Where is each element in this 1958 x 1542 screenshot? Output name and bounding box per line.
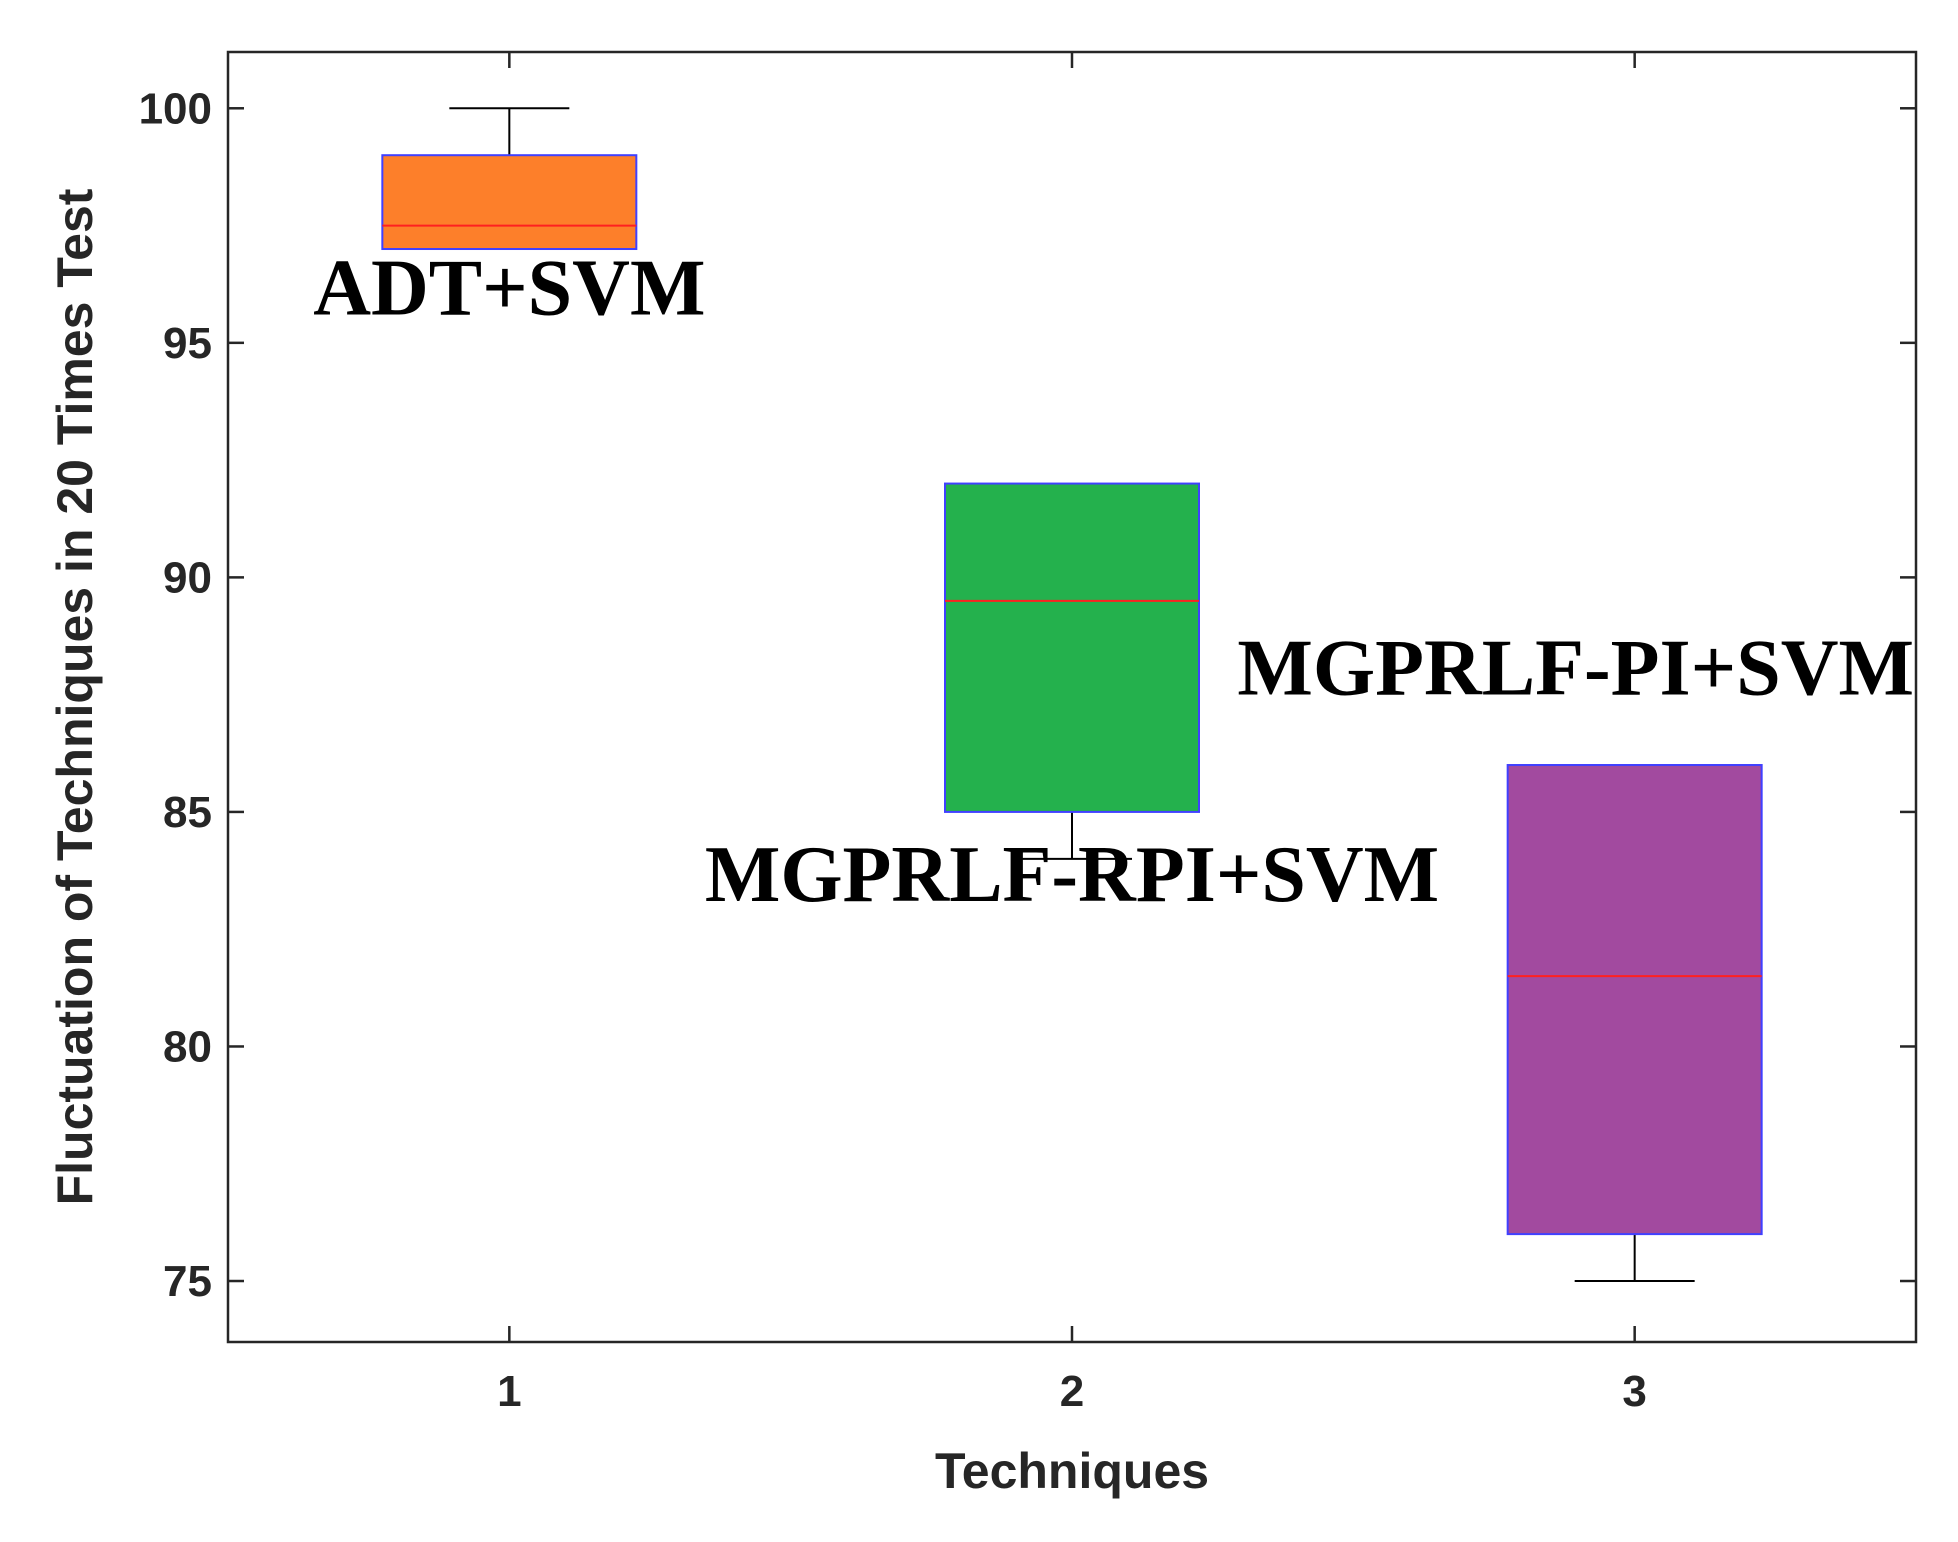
y-tick-label-90: 90 [163, 553, 212, 602]
y-tick-label-95: 95 [163, 319, 212, 368]
box-2 [944, 482, 1200, 813]
annotation-label-1: ADT+SVM [313, 245, 705, 333]
box-3 [1506, 764, 1763, 1236]
x-tick-label-2: 2 [1060, 1367, 1084, 1416]
annotation-label-3: MGPRLF-PI+SVM [1237, 625, 1914, 713]
y-tick-label-85: 85 [163, 788, 212, 837]
x-axis-title: Techniques [935, 1443, 1209, 1499]
axes-layer: 1 2 3 75 80 85 90 95 100 [139, 50, 1918, 1416]
x-tick-label-3: 3 [1622, 1367, 1646, 1416]
y-axis-title: Fluctuation of Techniques in 20 Times Te… [47, 188, 103, 1205]
annotation-label-2: MGPRLF-RPI+SVM [705, 831, 1439, 919]
y-tick-label-75: 75 [163, 1257, 212, 1306]
box-1 [381, 154, 638, 251]
y-tick-label-80: 80 [163, 1022, 212, 1071]
annotation-layer: ADT+SVM MGPRLF-RPI+SVM MGPRLF-PI+SVM [313, 245, 1914, 919]
y-tick-label-100: 100 [139, 84, 212, 133]
x-tick-label-1: 1 [497, 1367, 521, 1416]
plot-layer [381, 107, 1763, 1283]
